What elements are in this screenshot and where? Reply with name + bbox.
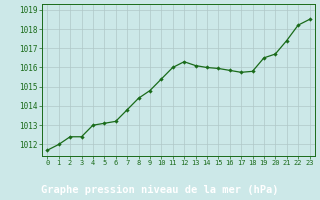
Text: Graphe pression niveau de la mer (hPa): Graphe pression niveau de la mer (hPa) [41, 185, 279, 195]
